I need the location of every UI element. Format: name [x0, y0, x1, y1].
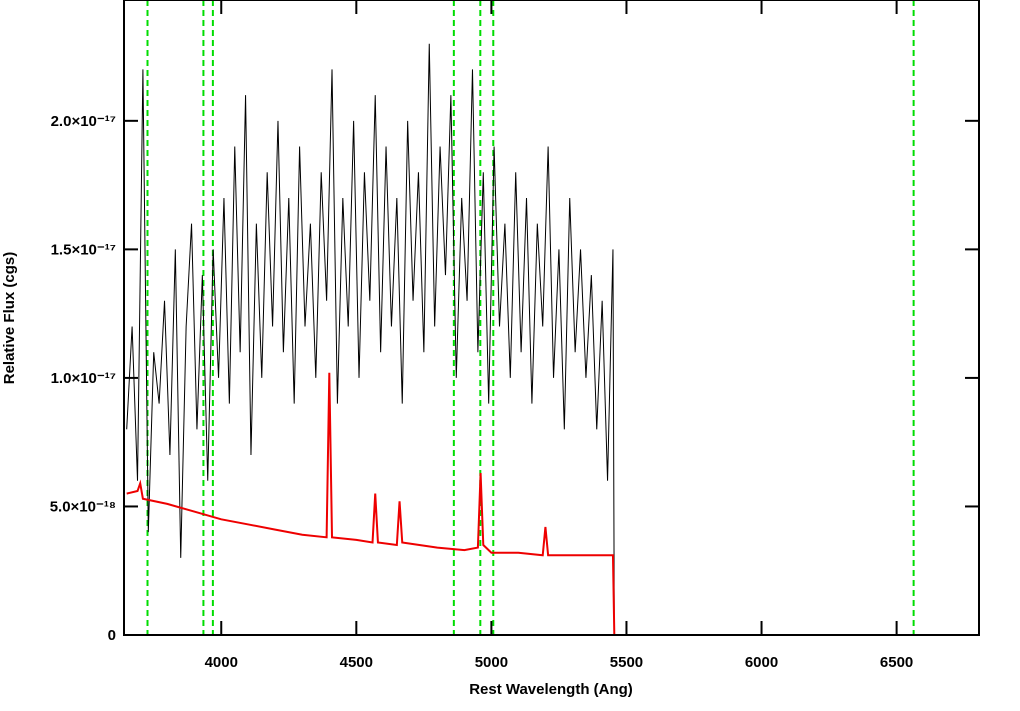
y-tick-label: 1.0×10⁻¹⁷	[51, 370, 116, 387]
y-axis-label: Relative Flux (cgs)	[1, 252, 18, 385]
spectrum-line	[126, 372, 979, 636]
y-tick-label: 1.5×10⁻¹⁷	[51, 241, 116, 258]
x-tick-label: 5000	[475, 654, 508, 671]
spectrum-line	[126, 43, 615, 636]
plot-frame	[123, 0, 980, 636]
x-tick-label: 6000	[745, 654, 778, 671]
y-tick-label: 5.0×10⁻¹⁸	[50, 498, 116, 515]
x-axis-label: Rest Wavelength (Ang)	[469, 681, 633, 698]
x-tick-label: 5500	[610, 654, 643, 671]
y-tick-label: 2.0×10⁻¹⁷	[51, 113, 116, 130]
y-tick-label: 0	[108, 627, 116, 644]
x-tick-label: 4500	[340, 654, 373, 671]
x-tick-label: 4000	[205, 654, 238, 671]
x-tick-label: 6500	[880, 654, 913, 671]
